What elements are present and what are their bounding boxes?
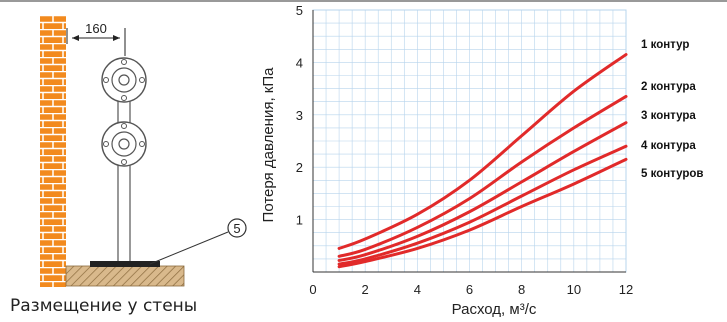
x-tick-label: 0 [309, 282, 316, 297]
y-tick-label: 3 [296, 108, 303, 123]
dimension-label: 160 [85, 21, 107, 36]
chart-grid [312, 9, 627, 273]
x-tick-label: 2 [362, 282, 369, 297]
mounting-caption: Размещение у стены [10, 296, 198, 316]
chart-series [337, 53, 628, 269]
x-axis-title: Расход, м³/с [452, 301, 537, 318]
x-tick-label: 10 [567, 282, 581, 297]
callout-leader [149, 231, 229, 265]
series-label: 1 контур [641, 39, 689, 51]
x-tick-label: 8 [518, 282, 525, 297]
series-label: 4 контура [641, 140, 696, 152]
y-tick-label: 2 [296, 160, 303, 175]
series-line [337, 53, 628, 250]
y-axis-title: Потеря давления, кПа [260, 67, 277, 223]
mounting-diagram: 160 5 [40, 15, 247, 287]
y-tick-label: 1 [296, 213, 303, 228]
base-plate [90, 261, 160, 267]
series-label: 3 контура [641, 110, 696, 122]
x-tick-label: 4 [414, 282, 421, 297]
series-line [337, 144, 628, 266]
x-tick-label: 6 [466, 282, 473, 297]
series-line [337, 157, 628, 269]
lower-flange [101, 121, 147, 167]
callout-circle [227, 218, 247, 238]
upper-flange [101, 57, 147, 103]
series-line [337, 121, 628, 262]
y-tick-label: 5 [296, 3, 303, 18]
series-line [337, 94, 628, 258]
brick-wall [40, 15, 66, 287]
callout-number: 5 [233, 221, 240, 236]
chart-series-labels: 1 контур 2 контура 3 контура 4 контура 5 кон… [641, 39, 703, 180]
series-label: 5 контуров [641, 168, 703, 180]
series-label: 2 контура [641, 81, 696, 93]
x-tick-label: 12 [619, 282, 633, 297]
floor-hatch [65, 265, 185, 287]
y-tick-label: 4 [296, 55, 303, 70]
